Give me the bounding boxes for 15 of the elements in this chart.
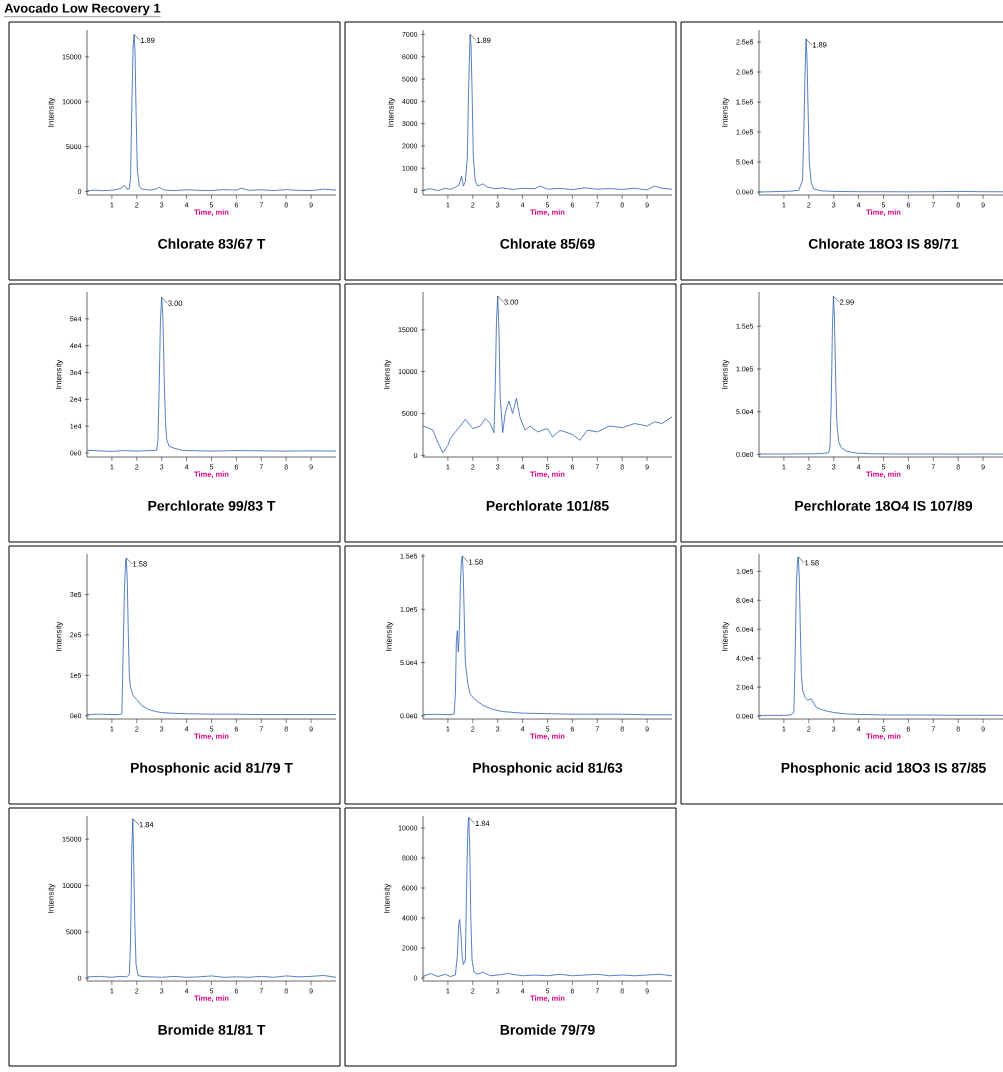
- text: Perchlorate 99/83 T: [148, 500, 276, 511]
- line-series: [422, 34, 673, 191]
- text: Avocado Low Recovery 1: [4, 3, 161, 16]
- text: Phosphonic acid 81/63: [473, 762, 623, 776]
- text: Perchlorate 18O4 IS 107/89: [795, 500, 973, 511]
- text: Phosphonic acid 81/79 T: [131, 762, 293, 776]
- text: Bromide 81/81 T: [158, 1024, 266, 1035]
- text: Bromide 79/79: [500, 1024, 595, 1035]
- text: Chlorate 18O3 IS 89/71: [808, 238, 959, 249]
- text: Perchlorate 101/85: [486, 500, 609, 511]
- text: Chlorate 85/69: [500, 238, 595, 249]
- text: Phosphonic acid 18O3 IS 87/85: [781, 762, 986, 776]
- line-series: [422, 295, 673, 454]
- line-series: [86, 818, 337, 978]
- text: Chlorate 83/67 T: [158, 238, 266, 249]
